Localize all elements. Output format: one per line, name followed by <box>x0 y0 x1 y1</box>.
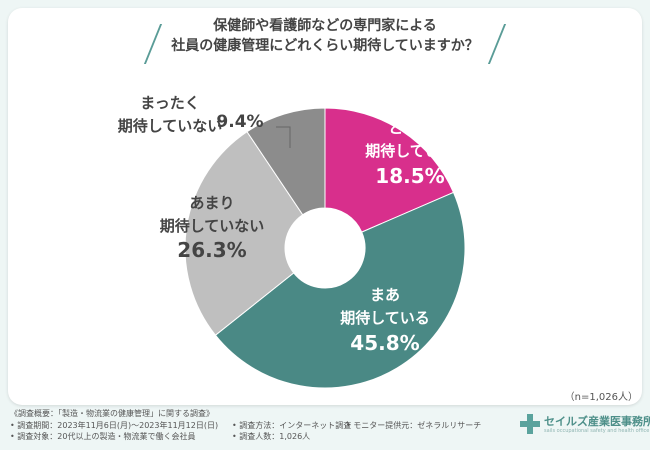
leader-line <box>276 126 291 148</box>
pie-slice-3 <box>184 131 304 336</box>
slice-value-3: 26.3% <box>177 238 246 262</box>
slice-label-1-line-2: 期待している <box>365 142 455 160</box>
sample-size-note: （n=1,026人） <box>564 392 638 403</box>
company-logo: セイルズ産業医事務所 sails occupational safety and… <box>520 412 650 440</box>
slice-value-4: 9.4% <box>216 112 263 132</box>
title-line-1: 保健師や看護師などの専門家による <box>213 18 437 34</box>
pie-slice-1 <box>324 107 455 233</box>
medical-cross-icon <box>520 414 540 434</box>
survey-count: • 調査人数：1,026人 <box>232 432 311 441</box>
survey-target: • 調査対象：20代以上の製造・物流業で働く会社員 <box>10 432 196 441</box>
slice-label-3-line-2: 期待していない <box>160 217 265 235</box>
slice-label-3-line-1: あまり <box>189 194 234 212</box>
slice-label-2-line-1: まあ <box>370 286 400 304</box>
pie-slice-2 <box>214 191 466 389</box>
slice-label-1-line-1: とても <box>388 119 432 137</box>
survey-overview: 《調査概要：「製造・物流業の健康管理」に関する調査》 <box>10 409 214 418</box>
logo-name: セイルズ産業医事務所 <box>544 415 650 428</box>
survey-monitor: • モニター提供元：ゼネラルリサーチ <box>346 420 482 430</box>
survey-method: • 調査方法：インターネット調査 <box>232 420 352 430</box>
slice-label-2-line-2: 期待している <box>340 309 430 327</box>
logo-subtitle: sails occupational safety and health off… <box>544 428 650 434</box>
slice-label-4-line-2: 期待していない <box>118 117 223 135</box>
pie-slice-4 <box>246 107 326 216</box>
slice-value-1: 18.5% <box>375 164 444 188</box>
slice-label-4-line-1: まったく <box>140 94 199 112</box>
slice-value-2: 45.8% <box>350 331 419 355</box>
title-line-2: 社員の健康管理にどれくらい期待していますか？ <box>171 38 479 54</box>
survey-period: • 調査期間：2023年11月6日(月)～2023年11月12日(日) <box>10 420 219 430</box>
survey-footer: 《調査概要：「製造・物流業の健康管理」に関する調査》 • 調査期間：2023年1… <box>10 408 481 443</box>
chart-title: 保健師や看護師などの専門家による 社員の健康管理にどれくらい期待していますか？ <box>143 16 507 66</box>
donut-chart: とても期待している18.5%まあ期待している45.8%あまり期待していない26.… <box>118 94 466 389</box>
